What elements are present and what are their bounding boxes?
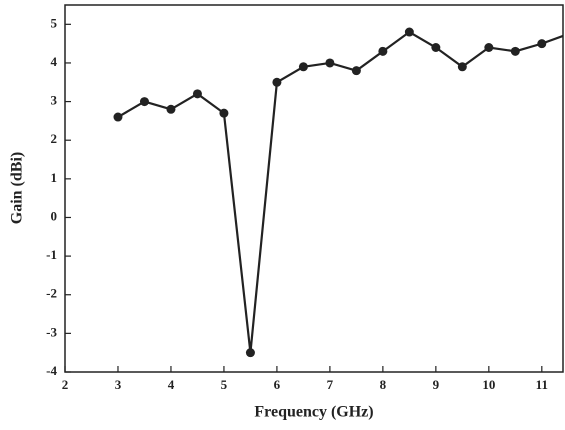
marker [431, 42, 441, 52]
marker [139, 97, 149, 107]
y-tick-label: 1 [51, 170, 58, 185]
marker [325, 58, 335, 68]
y-tick-label: -4 [46, 363, 57, 378]
x-tick-label: 4 [168, 377, 175, 392]
x-tick-label: 9 [433, 377, 440, 392]
marker [378, 46, 388, 56]
marker [537, 39, 547, 49]
y-tick-label: -1 [46, 247, 57, 262]
marker [510, 46, 520, 56]
y-tick-label: -2 [46, 286, 57, 301]
marker [113, 112, 123, 122]
marker [166, 104, 176, 114]
marker [457, 62, 467, 72]
plot-area [113, 27, 563, 358]
y-tick-label: 5 [51, 15, 58, 30]
x-tick-label: 2 [62, 377, 69, 392]
line [117, 30, 563, 353]
x-tick-label: 6 [274, 377, 281, 392]
marker [484, 42, 494, 52]
x-tick-label: 5 [221, 377, 228, 392]
y-tick-label: 0 [51, 208, 58, 223]
x-tick-label: 8 [380, 377, 387, 392]
y-tick-label: 2 [51, 131, 58, 146]
marker [219, 108, 229, 118]
plot-frame [64, 4, 564, 373]
x-tick-label: 3 [115, 377, 122, 392]
x-axis-title: Frequency (GHz) [254, 404, 373, 421]
x-tick-label: 10 [482, 377, 495, 392]
marker [272, 77, 282, 87]
y-tick-label: 4 [51, 54, 58, 69]
marker [245, 348, 255, 358]
marker [298, 62, 308, 72]
y-axis-title: Gain (dBi) [9, 152, 26, 224]
y-tick-label: -3 [46, 324, 57, 339]
marker [192, 89, 202, 99]
marker [404, 27, 414, 37]
x-tick-label: 7 [327, 377, 334, 392]
y-tick-label: 3 [51, 93, 58, 108]
marker [351, 66, 361, 76]
x-tick-label: 11 [536, 377, 548, 392]
